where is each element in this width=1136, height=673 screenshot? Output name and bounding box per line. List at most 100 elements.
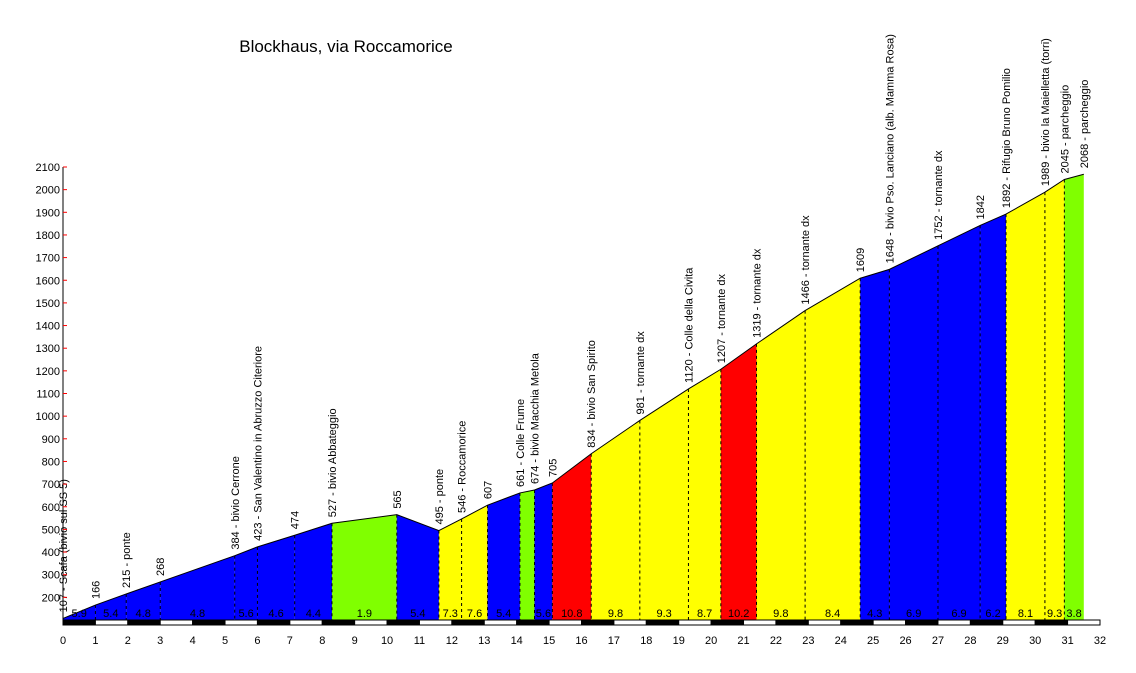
km-bar-cell <box>451 619 485 626</box>
segment-fill <box>720 343 757 620</box>
y-tick-label: 1500 <box>36 298 60 310</box>
x-tick-label: 18 <box>640 635 652 647</box>
gradient-label: 5.4 <box>496 608 511 620</box>
waypoint-label: 607 <box>483 481 495 499</box>
km-bar-cell <box>645 619 680 626</box>
x-tick-label: 17 <box>608 635 620 647</box>
km-scale-bar <box>62 619 1101 626</box>
gradient-label: 9.8 <box>773 608 788 620</box>
waypoint-label: 1120 - Colle della Civita <box>683 267 695 383</box>
gradient-label: 6.9 <box>906 608 921 620</box>
gradient-label: 6.2 <box>985 608 1000 620</box>
km-bar-cell <box>159 619 194 626</box>
y-tick-label: 700 <box>42 479 60 491</box>
km-bar-cell <box>905 619 939 626</box>
segment-fill <box>519 489 535 620</box>
waypoint-label: 166 <box>90 581 102 599</box>
waypoint-label: 1989 - bivio la Maielletta (torri) <box>1040 38 1052 186</box>
gradient-label: 3.8 <box>1066 608 1081 620</box>
segment-fill <box>756 310 806 620</box>
gradient-label: 4.3 <box>867 608 882 620</box>
segment-fill <box>160 555 235 620</box>
y-axis: 200 300 400 500 600 700 800 900 1000 1100 1200 1300… <box>36 162 67 620</box>
waypoint-label: 661 - Colle Frume <box>515 399 527 487</box>
y-tick-label: 2000 <box>36 185 60 197</box>
waypoint-label: 474 <box>290 511 302 529</box>
y-tick-label: 1700 <box>36 253 60 265</box>
x-tick-label: 1 <box>92 635 98 647</box>
waypoint-label: 1842 <box>975 195 987 219</box>
x-tick-label: 32 <box>1094 635 1106 647</box>
waypoint-label: 1319 - tornante dx <box>751 248 763 338</box>
waypoint-label: 1752 - tornante dx <box>933 150 945 240</box>
y-tick-label: 300 <box>42 570 60 582</box>
km-bar-cell <box>192 619 226 626</box>
waypoint-label: 1609 <box>855 248 867 272</box>
km-bar-cell <box>710 619 745 626</box>
gradient-label: 8.4 <box>825 608 840 620</box>
x-tick-label: 10 <box>381 635 393 647</box>
gradient-label: 4.4 <box>306 608 321 620</box>
x-tick-label: 25 <box>867 635 879 647</box>
gradient-label: 1.9 <box>357 608 372 620</box>
segment-fill <box>487 492 520 620</box>
km-bar-cell <box>1034 619 1069 626</box>
gradient-label: 10.8 <box>561 608 582 620</box>
x-tick-label: 5 <box>222 635 228 647</box>
waypoint-label: 546 - Roccamorice <box>457 421 469 513</box>
x-tick-label: 2 <box>125 635 131 647</box>
segment-fill <box>1044 179 1065 620</box>
gradient-label: 5.6 <box>536 608 551 620</box>
segment-fill <box>331 514 397 620</box>
waypoint-label: 1892 - Rifugio Bruno Pomilio <box>1001 68 1013 208</box>
waypoint-label: 384 - bivio Cerrone <box>230 456 242 550</box>
segment-fill <box>552 453 592 620</box>
km-bar-cell <box>127 619 161 626</box>
km-bar-cell <box>581 619 615 626</box>
x-tick-label: 30 <box>1029 635 1041 647</box>
km-bar-cell <box>1067 619 1101 626</box>
y-tick-label: 1600 <box>36 275 60 287</box>
segment-fill <box>461 505 488 620</box>
gradient-label: 7.3 <box>443 608 458 620</box>
y-tick-label: 1900 <box>36 207 60 219</box>
waypoint-label: 107 - Scafa (bivio sul SS 5) <box>58 479 70 612</box>
waypoint-label: 423 - San Valentino in Abruzzo Citeriore <box>252 346 264 541</box>
km-bar-cell <box>224 619 258 626</box>
y-tick-label: 2100 <box>36 162 60 174</box>
y-tick-label: 1800 <box>36 230 60 242</box>
x-tick-label: 27 <box>932 635 944 647</box>
km-bar-cell <box>743 619 777 626</box>
gradient-label: 4.6 <box>268 608 283 620</box>
km-bar-cell <box>354 619 388 626</box>
segment-fill <box>805 278 861 620</box>
x-tick-label: 19 <box>673 635 685 647</box>
waypoint-label: 1648 - bivio Pso. Lanciano (alb. Mamma R… <box>884 34 896 263</box>
gradient-label: 5.4 <box>103 608 118 620</box>
x-tick-label: 13 <box>478 635 490 647</box>
segment-fill <box>591 420 640 620</box>
km-bar-cell <box>1002 619 1036 626</box>
gradient-label: 5.9 <box>72 608 87 620</box>
waypoint-label: 495 - ponte <box>434 469 446 525</box>
gradient-label: 6.9 <box>951 608 966 620</box>
waypoint-labels: 107 - Scafa (bivio sul SS 5) 166 215 - pon… <box>58 34 1091 612</box>
km-bar-cell <box>516 619 550 626</box>
x-tick-label: 23 <box>802 635 814 647</box>
waypoint-dashes <box>94 179 1065 620</box>
x-tick-label: 7 <box>287 635 293 647</box>
waypoint-label: 565 <box>392 490 404 508</box>
km-bar-cell <box>62 619 96 626</box>
segment-fill <box>234 546 258 620</box>
segment-fill <box>294 523 332 620</box>
x-tick-label: 6 <box>254 635 260 647</box>
x-tick-label: 15 <box>543 635 555 647</box>
gradient-label: 7.6 <box>467 608 482 620</box>
y-tick-label: 200 <box>42 592 60 604</box>
waypoint-label: 268 <box>155 558 167 576</box>
km-bar-cell <box>969 619 1004 626</box>
km-bar-cell <box>613 619 647 626</box>
gradient-label: 8.7 <box>697 608 712 620</box>
km-bar-cell <box>386 619 420 626</box>
